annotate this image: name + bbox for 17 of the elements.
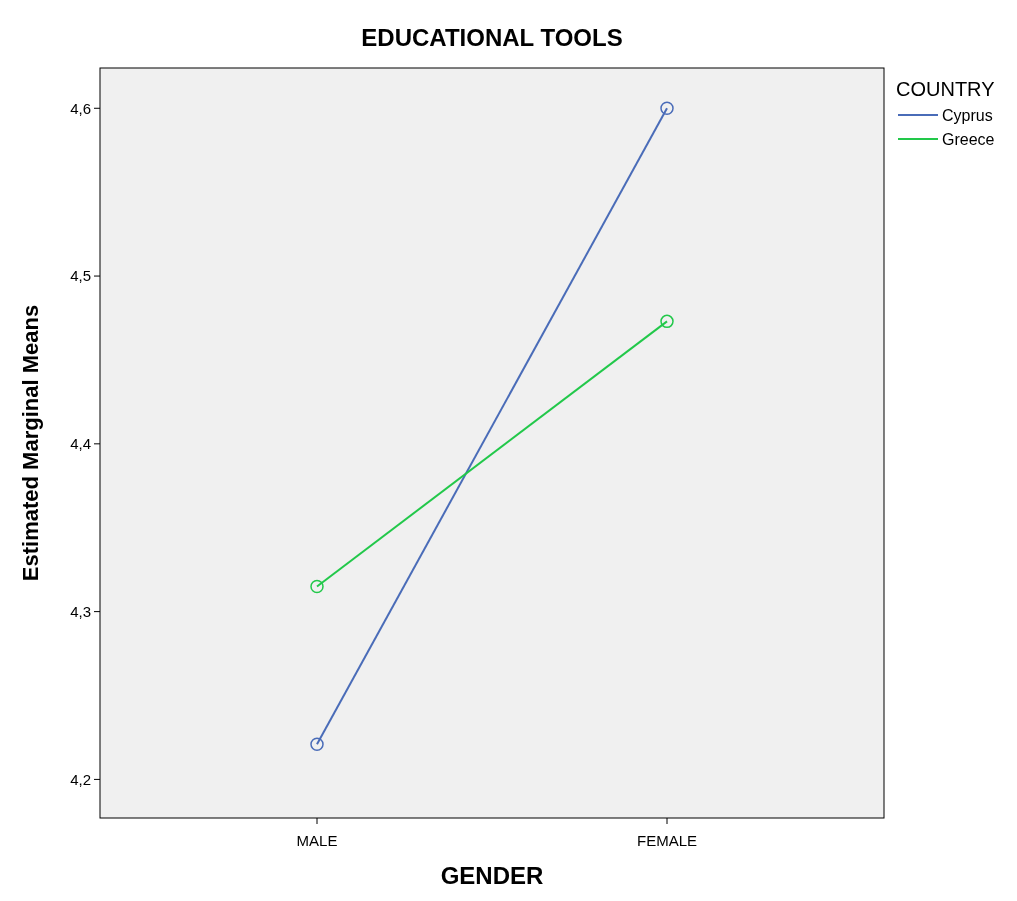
- y-tick-label: 4,4: [70, 435, 91, 453]
- x-axis-title: GENDER: [440, 862, 544, 889]
- y-tick-label: 4,5: [70, 267, 91, 285]
- y-tick-label: 4,2: [70, 770, 91, 788]
- chart-title: EDUCATIONAL TOOLS: [361, 24, 623, 51]
- x-tick-label: FEMALE: [636, 832, 698, 849]
- legend-label: Cyprus: [942, 106, 993, 124]
- point: [660, 101, 674, 116]
- y-tick-label: 4,6: [70, 99, 91, 117]
- point: [310, 737, 324, 751]
- point: [310, 579, 324, 594]
- legend-title: COUNTRY: [896, 78, 995, 100]
- legend-label: Greece: [942, 130, 995, 148]
- x-tick-label: MALE: [296, 832, 338, 849]
- y-tick-label: 4,3: [70, 602, 91, 620]
- y-axis-title: Estimated Marginal Means: [18, 304, 43, 582]
- point: [660, 314, 674, 329]
